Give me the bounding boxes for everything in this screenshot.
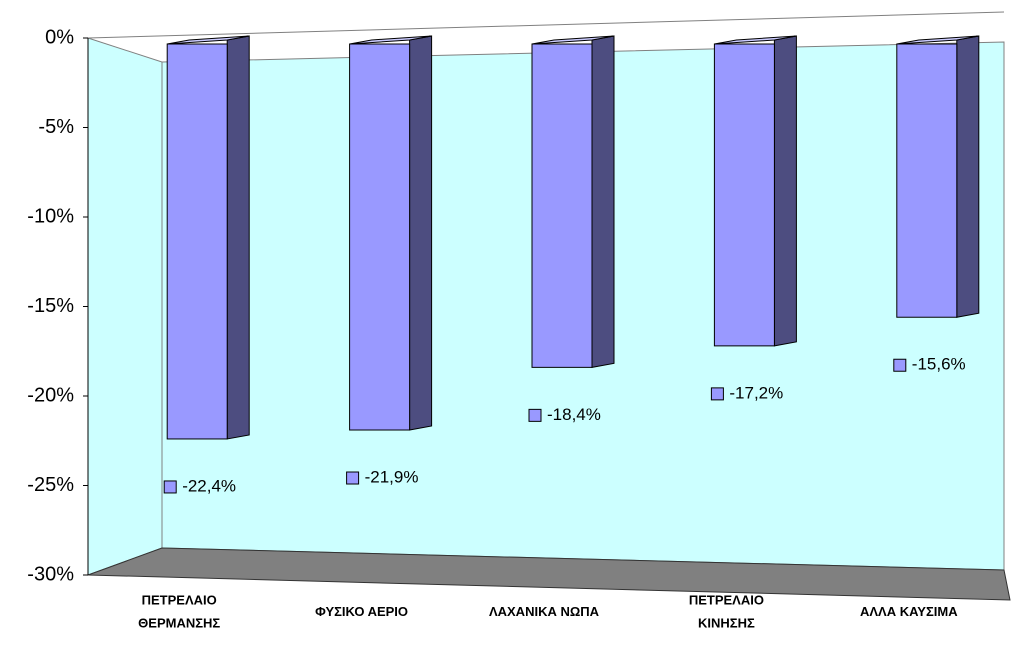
bar-side <box>956 35 980 318</box>
bar-top <box>167 35 250 45</box>
bar-group <box>166 35 250 440</box>
bar-side <box>409 35 433 431</box>
x-tick-label: ΦΥΣΙΚΟ ΑΕΡΙΟ <box>315 604 408 619</box>
bar-group <box>713 35 797 347</box>
side-wall <box>87 37 163 576</box>
value-label: -22,4% <box>182 476 236 495</box>
value-label: -18,4% <box>547 405 601 424</box>
bar <box>166 43 228 440</box>
y-tick-label: -20% <box>27 384 74 406</box>
bar-side <box>591 35 615 368</box>
bar-group <box>349 35 433 431</box>
bar <box>531 43 593 368</box>
y-tick-label: -5% <box>38 116 74 138</box>
x-tick-label: ΛΑΧΑΝΙΚΑ ΝΩΠΑ <box>489 604 600 619</box>
y-tick-label: -15% <box>27 295 74 317</box>
value-label-key <box>163 480 177 494</box>
y-tick-label: -10% <box>27 205 74 227</box>
value-label-key <box>893 358 907 372</box>
y-tick-label: 0% <box>45 26 74 48</box>
bar <box>896 43 958 318</box>
x-tick-label: ΠΕΤΡΕΛΑΙΟ ΘΕΡΜΑΝΣΗΣ <box>138 593 220 631</box>
value-label-key <box>528 408 542 422</box>
bar <box>349 43 411 431</box>
value-label-key <box>346 471 360 485</box>
bar-top <box>714 35 797 45</box>
value-label: -17,2% <box>729 383 783 402</box>
bar <box>713 43 775 347</box>
y-tick-label: -30% <box>27 563 74 585</box>
bar-group <box>896 35 980 318</box>
value-label: -21,9% <box>365 467 419 486</box>
floor <box>87 547 1011 601</box>
bar-side <box>226 35 250 440</box>
x-tick-label: ΑΛΛΑ ΚΑΥΣΙΜΑ <box>860 604 958 619</box>
value-label: -15,6% <box>912 355 966 374</box>
value-label-key <box>710 387 724 401</box>
top-edge <box>87 11 1005 39</box>
x-tick-label: ΠΕΤΡΕΛΑΙΟ ΚΙΝΗΣΗΣ <box>689 593 764 631</box>
bar-top <box>531 35 615 45</box>
bar-side <box>773 35 797 347</box>
y-tick-label: -25% <box>27 474 74 496</box>
bar-top <box>896 35 979 45</box>
bar-group <box>531 35 615 368</box>
bar-top <box>349 35 432 45</box>
